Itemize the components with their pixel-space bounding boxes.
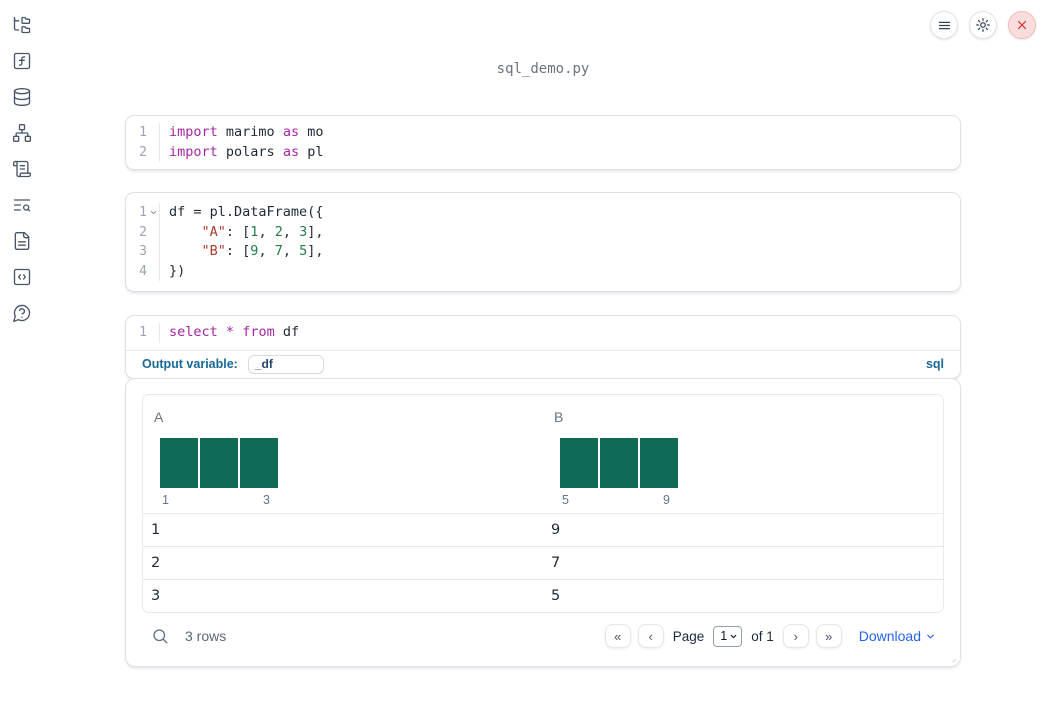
code-line: 4}) <box>126 261 960 281</box>
code-cell-dataframe: 1 df = pl.DataFrame({2 "A": [1, 2, 3], 3 "… <box>125 192 961 292</box>
histogram-tick: 5 <box>562 492 569 507</box>
gear-icon <box>975 17 991 33</box>
code-text: df = pl.DataFrame({ <box>169 204 324 220</box>
table-cell: 3 <box>151 587 161 604</box>
file-text-icon[interactable] <box>12 231 32 251</box>
table-footer: 3 rows « ‹ Page 1 of 1 › » Download <box>142 613 944 660</box>
histogram-tick: 9 <box>663 492 670 507</box>
pagination: « ‹ Page 1 of 1 › » Download <box>604 624 936 648</box>
settings-button[interactable] <box>969 11 997 39</box>
sql-cell-footer: Output variable: sql <box>126 349 960 378</box>
line-number: 2 <box>126 222 160 242</box>
resize-handle[interactable] <box>948 654 957 663</box>
chevron-down-icon <box>927 634 934 638</box>
row-count: 3 rows <box>185 628 227 644</box>
table-cell: 5 <box>551 587 561 604</box>
next-page-button[interactable]: › <box>782 624 809 648</box>
table-cell: 7 <box>551 554 561 571</box>
last-page-button[interactable]: » <box>815 624 842 648</box>
panel-sidebar <box>0 0 44 323</box>
histogram-bar <box>600 437 638 488</box>
close-icon <box>1015 18 1029 32</box>
code-editor[interactable]: 1 import marimo as mo 2 import polars as pl <box>126 116 960 169</box>
download-button[interactable]: Download <box>859 628 936 644</box>
scroll-icon[interactable] <box>12 159 32 179</box>
prev-page-button[interactable]: ‹ <box>637 624 664 648</box>
page-label: Page <box>672 628 705 644</box>
code-text: select * from df <box>169 324 300 340</box>
line-number: 4 <box>126 261 160 281</box>
table-cell: 2 <box>151 554 161 571</box>
code-line: 3 "B": [9, 7, 5], <box>126 242 960 262</box>
histogram-bar <box>200 437 238 488</box>
code-text: import polars as pl <box>169 143 324 160</box>
file-title: sql_demo.py <box>496 61 590 77</box>
sql-editor[interactable]: 1 select * from df <box>126 316 960 350</box>
code-line: 1 import marimo as mo <box>126 123 960 143</box>
table-cell: 9 <box>551 521 561 538</box>
search-icon[interactable] <box>151 627 169 645</box>
language-badge: sql <box>925 357 944 371</box>
code-line: 1 df = pl.DataFrame({ <box>126 203 960 223</box>
line-number: 1 <box>126 323 160 343</box>
column-name: A <box>154 408 164 425</box>
line-number: 1 <box>126 123 160 143</box>
code-snippet-icon[interactable] <box>12 267 32 287</box>
fold-chevron-icon[interactable] <box>149 208 158 217</box>
code-cell-imports: 1 import marimo as mo 2 import polars as pl <box>125 115 961 170</box>
sql-cell: 1 select * from df Output variable: sql <box>125 315 961 379</box>
code-line: 1 select * from df <box>126 323 960 343</box>
code-line: 2 import polars as pl <box>126 142 960 162</box>
list-search-icon[interactable] <box>12 195 32 215</box>
output-variable-label: Output variable: <box>142 357 238 371</box>
first-page-button[interactable]: « <box>604 624 631 648</box>
table-cell: 1 <box>151 521 161 538</box>
histogram-tick: 1 <box>162 492 169 507</box>
column-histogram <box>560 437 678 488</box>
chevron-down-icon <box>730 634 737 638</box>
histogram-bar <box>160 437 198 488</box>
folder-tree-icon[interactable] <box>12 15 32 35</box>
function-square-icon[interactable] <box>12 51 32 71</box>
code-text: import marimo as mo <box>169 124 324 140</box>
line-number: 2 <box>126 142 160 162</box>
help-circle-icon[interactable] <box>12 303 32 323</box>
line-number: 1 <box>126 203 160 223</box>
close-button[interactable] <box>1008 11 1036 39</box>
notebook-actions <box>930 11 1036 39</box>
code-text: "A": [1, 2, 3], <box>201 223 324 240</box>
column-name: B <box>554 408 564 425</box>
column-histogram <box>160 437 278 488</box>
network-icon[interactable] <box>12 123 32 143</box>
menu-icon <box>937 18 952 33</box>
output-variable-input[interactable] <box>247 354 324 374</box>
menu-button[interactable] <box>930 11 958 39</box>
histogram-bar <box>640 437 678 488</box>
page-total-label: of 1 <box>751 628 774 644</box>
histogram-bar <box>240 437 278 488</box>
download-label: Download <box>858 628 921 644</box>
code-line: 2 "A": [1, 2, 3], <box>126 222 960 242</box>
page-select[interactable]: 1 <box>713 625 743 647</box>
code-text: }) <box>169 262 186 279</box>
code-editor[interactable]: 1 df = pl.DataFrame({2 "A": [1, 2, 3], 3 "… <box>126 193 960 291</box>
page-select-value: 1 <box>720 629 728 643</box>
notebook: sql_demo.py 1 import marimo as mo 2 import … <box>125 0 961 667</box>
database-icon[interactable] <box>12 87 32 107</box>
histogram-tick: 3 <box>263 492 270 507</box>
line-number: 3 <box>126 242 160 262</box>
histogram-bar <box>560 437 598 488</box>
code-text: "B": [9, 7, 5], <box>201 243 324 259</box>
